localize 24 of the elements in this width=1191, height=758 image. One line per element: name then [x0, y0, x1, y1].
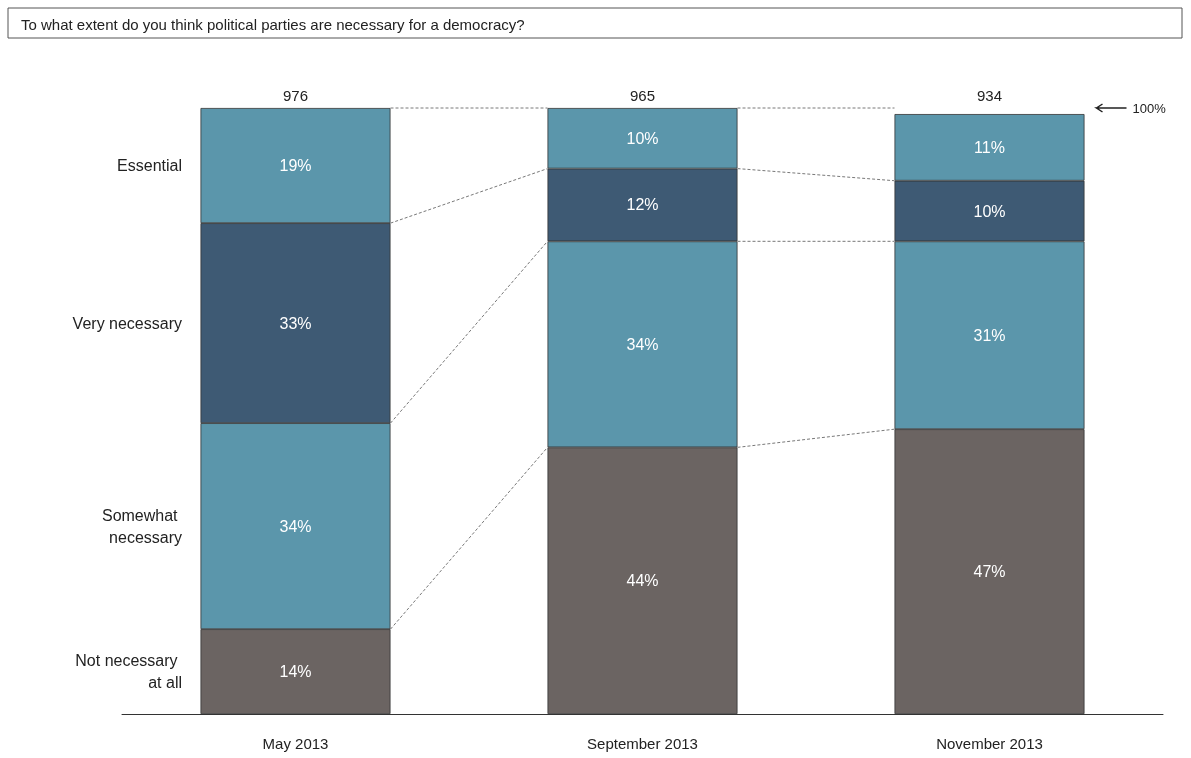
data-label: 14%	[279, 663, 312, 681]
data-label: 31%	[973, 326, 1006, 344]
data-label: 10%	[973, 202, 1006, 220]
series-label: Not necessary at all	[75, 652, 182, 692]
series-label: Somewhat necessary	[101, 506, 182, 546]
data-label: 11%	[974, 138, 1005, 156]
chart-title: To what extent do you think political parties are necessary for a democracy?	[21, 16, 525, 33]
data-label: 33%	[279, 314, 312, 332]
data-label: 10%	[626, 129, 659, 147]
annotation: 100%	[1132, 100, 1167, 116]
x-tick-label: May 2013	[262, 735, 329, 752]
text: 965	[629, 87, 656, 104]
x-tick-label: November 2013	[936, 735, 1043, 752]
data-label: 34%	[626, 335, 659, 353]
data-label: 12%	[626, 196, 659, 214]
data-label: 47%	[973, 563, 1006, 581]
data-label: 19%	[279, 157, 312, 175]
x-tick-label: September 2013	[587, 735, 698, 752]
text: 934	[976, 87, 1003, 104]
text: 976	[282, 87, 309, 104]
data-label: 34%	[279, 517, 312, 535]
series-label: Very necessary	[72, 314, 182, 332]
data-label: 44%	[626, 572, 659, 590]
series-label: Essential	[117, 157, 182, 175]
